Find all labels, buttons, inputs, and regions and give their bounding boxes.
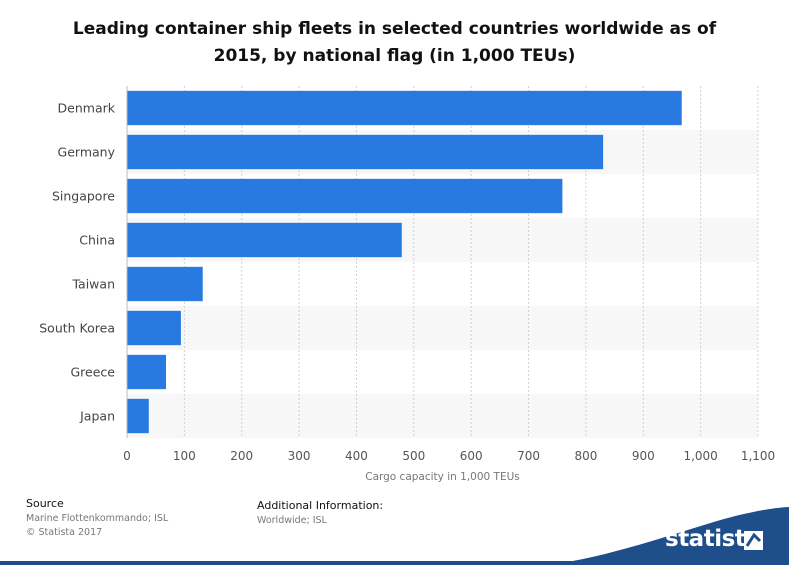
category-label: Denmark [58, 101, 116, 116]
x-tick-label: 1,100 [741, 449, 775, 463]
category-label: Taiwan [71, 277, 115, 292]
category-labels: Denmark Germany Singapore China Taiwan South … [39, 101, 116, 424]
additional-info-text: Worldwide; ISL [257, 515, 327, 526]
category-label: Japan [79, 409, 115, 424]
bar-taiwan [127, 266, 203, 302]
bar-germany [127, 134, 604, 170]
bar-denmark [127, 90, 682, 126]
bar-china [127, 222, 402, 258]
chart-title-line-1: Leading container ship fleets in selecte… [72, 19, 717, 39]
bar-singapore [127, 178, 563, 214]
x-tick-label: 0 [123, 449, 131, 463]
x-tick-label: 400 [345, 449, 368, 463]
x-tick-label: 200 [230, 449, 253, 463]
source-heading: Source [26, 497, 64, 510]
category-label: Germany [58, 145, 116, 160]
x-tick-label: 500 [402, 449, 425, 463]
x-tick-label: 700 [517, 449, 540, 463]
bar-south-korea [127, 310, 181, 346]
row-band [127, 394, 758, 438]
x-tick-label: 100 [173, 449, 196, 463]
category-label: Singapore [52, 189, 115, 204]
bar-greece [127, 354, 167, 390]
additional-info-heading: Additional Information: [257, 499, 384, 512]
x-tick-label: 1,000 [683, 449, 717, 463]
x-tick-labels: 0 100 200 300 400 500 600 700 800 900 1,000 1,100 [123, 449, 775, 463]
chart-title-line-2: 2015, by national flag (in 1,000 TEUs) [213, 46, 576, 66]
x-tick-label: 900 [632, 449, 655, 463]
source-line-1: Marine Flottenkommando; ISL [26, 513, 169, 524]
source-line-2: © Statista 2017 [26, 527, 103, 538]
bar-chart: Denmark Germany Singapore China Taiwan South … [39, 86, 775, 483]
row-band [127, 306, 758, 350]
category-label: China [79, 233, 115, 248]
bars [127, 90, 682, 434]
x-tick-label: 300 [288, 449, 311, 463]
x-axis-label: Cargo capacity in 1,000 TEUs [365, 471, 520, 483]
x-tick-label: 600 [460, 449, 483, 463]
brand-swoosh [549, 507, 789, 565]
bottom-accent-bar [0, 561, 789, 565]
x-tick-label: 800 [574, 449, 597, 463]
bar-japan [127, 398, 149, 434]
chart-title: Leading container ship fleets in selecte… [40, 16, 749, 70]
category-label: South Korea [39, 321, 115, 336]
category-label: Greece [71, 365, 116, 380]
statista-logo-icon [744, 531, 763, 550]
